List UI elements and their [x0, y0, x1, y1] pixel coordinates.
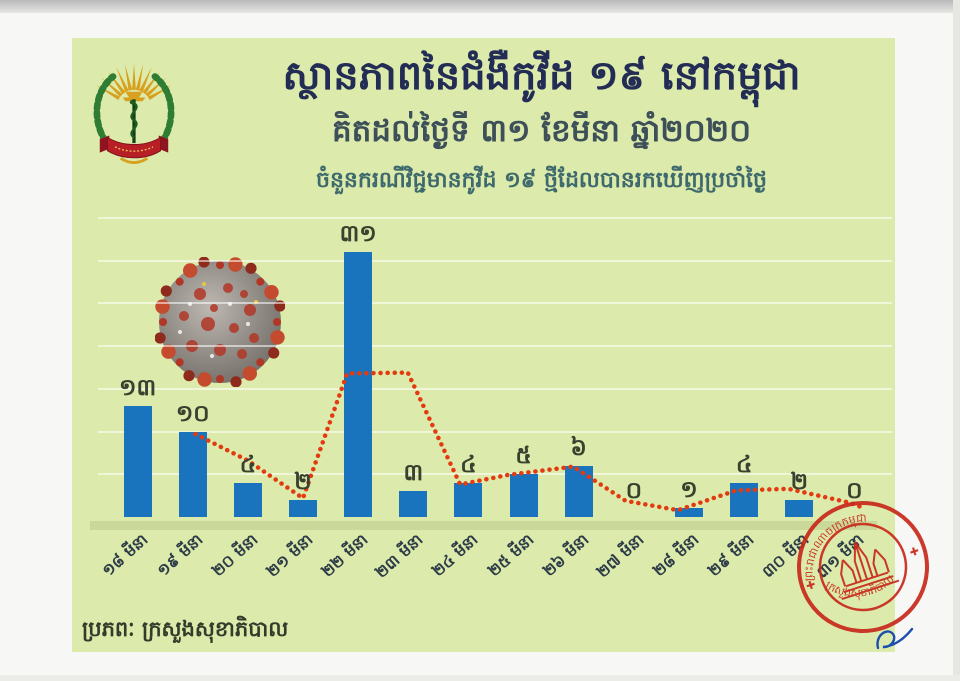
- gridline: [98, 302, 892, 305]
- bar-value-label: ០: [625, 478, 642, 504]
- scan-edge-right: [953, 0, 960, 681]
- chart-caption: ចំនួនករណីវិជ្ជមានកូវីដ ១៩ ថ្មីដែលបានរកឃើ…: [315, 168, 768, 193]
- trend-line: [193, 370, 865, 513]
- stamp-rosette-right: ✚: [908, 544, 921, 559]
- stamp-rosette-left: ✚: [804, 578, 817, 593]
- page-date-line: គិតដល់ថ្ងៃទី ៣១ ខែមីនា ឆ្នាំ២០២០: [331, 113, 752, 149]
- page-title: ស្ថានភាពនៃជំងឺកូវីដ ១៩ នៅកម្ពុជា: [282, 53, 801, 99]
- bar-value-label: ១០: [175, 400, 210, 427]
- trend-polyline: [193, 370, 865, 513]
- bar-value-label: ២: [294, 468, 312, 495]
- bar: [454, 482, 483, 517]
- bar: [509, 474, 538, 517]
- signature-mark: [876, 627, 914, 650]
- source-text: ប្រភពៈ ក្រសួងសុខាភិបាល: [82, 617, 289, 641]
- bar: [675, 508, 703, 517]
- gridline: [98, 387, 892, 390]
- bar: [564, 465, 593, 517]
- gridline: [98, 473, 892, 476]
- ministry-of-health-logo-icon: [93, 63, 175, 164]
- bar-chart: ១៣ ១៨ មីនា ១០ ១៩ មីនា៤២០ មីនា២២១ មីនា ៣១ ២២ ម…: [98, 217, 892, 582]
- bar-value-label: ៤: [735, 451, 753, 478]
- scan-edge-bottom: [0, 675, 960, 681]
- bar-value-label: ១៣: [119, 374, 157, 401]
- ministry-stamp: ✚ ✚ ព្រះរាជាណាចក្រកម្ពុជា ក្រសួងសុខាភិបា…: [787, 501, 929, 633]
- bar-value-label: ១: [680, 477, 698, 504]
- bar-value-label: ៥: [515, 443, 532, 470]
- bar-value-label: ៦: [570, 434, 587, 461]
- bar-value-label: ០: [846, 478, 863, 504]
- coronavirus-image: [155, 257, 285, 387]
- bar: [123, 405, 152, 517]
- gridline: [98, 345, 892, 348]
- infographic-card: ស្ថានភាពនៃជំងឺកូវីដ ១៩ នៅកម្ពុជា គិតដល់ថ…: [72, 38, 895, 652]
- bar-value-label: ៤: [239, 451, 256, 478]
- bar-value-label: ៤: [460, 451, 477, 478]
- bar-value-label: ៣: [403, 460, 424, 487]
- bar: [289, 499, 317, 517]
- bar: [785, 499, 814, 517]
- bar: [233, 482, 262, 517]
- gridline: [98, 430, 892, 433]
- bar-value-label: ២: [790, 468, 808, 495]
- scan-edge-top: [0, 0, 960, 13]
- bar-value-label: ៣១: [339, 221, 377, 248]
- bar: [344, 252, 373, 517]
- chart-baseline: [90, 521, 877, 530]
- bar: [178, 431, 207, 517]
- bar: [399, 491, 428, 517]
- gridline: [98, 259, 892, 262]
- gridline: [98, 217, 892, 219]
